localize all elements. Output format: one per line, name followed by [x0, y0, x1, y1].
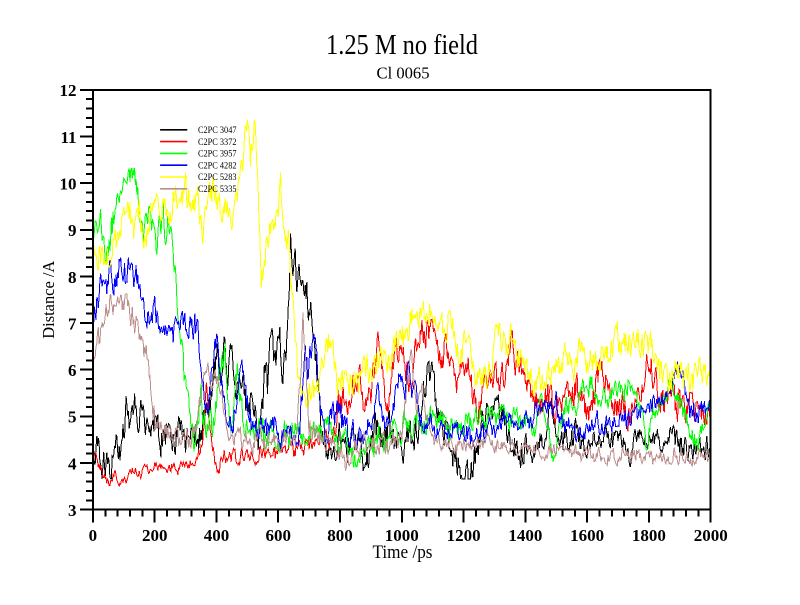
svg-text:C2PC 5283: C2PC 5283 [198, 173, 237, 183]
svg-text:1200: 1200 [447, 526, 481, 545]
svg-text:1600: 1600 [570, 526, 604, 545]
svg-text:600: 600 [265, 526, 291, 545]
svg-text:10: 10 [60, 175, 77, 194]
svg-text:12: 12 [60, 81, 77, 100]
svg-text:2000: 2000 [694, 526, 728, 545]
svg-text:200: 200 [142, 526, 168, 545]
svg-text:C2PC 3372: C2PC 3372 [198, 138, 237, 148]
svg-text:400: 400 [204, 526, 230, 545]
svg-text:11: 11 [60, 128, 76, 147]
svg-text:Distance /A: Distance /A [39, 260, 58, 339]
svg-text:Time /ps: Time /ps [373, 542, 433, 563]
svg-text:7: 7 [68, 314, 77, 333]
svg-text:1800: 1800 [632, 526, 666, 545]
svg-text:1000: 1000 [385, 526, 419, 545]
svg-text:8: 8 [68, 268, 77, 287]
svg-text:5: 5 [68, 408, 77, 427]
svg-text:0: 0 [89, 526, 98, 545]
svg-text:3: 3 [68, 501, 77, 520]
svg-text:1.25 M no field: 1.25 M no field [326, 30, 478, 61]
svg-text:Cl 0065: Cl 0065 [377, 64, 430, 83]
svg-text:C2PC 3957: C2PC 3957 [198, 150, 237, 160]
svg-text:800: 800 [327, 526, 353, 545]
svg-text:C2PC 3047: C2PC 3047 [198, 126, 237, 136]
svg-text:9: 9 [68, 221, 77, 240]
svg-text:C2PC 4282: C2PC 4282 [198, 161, 237, 171]
svg-text:4: 4 [68, 454, 77, 473]
svg-text:6: 6 [68, 361, 77, 380]
svg-text:1400: 1400 [508, 526, 542, 545]
svg-text:C2PC 5335: C2PC 5335 [198, 185, 237, 195]
